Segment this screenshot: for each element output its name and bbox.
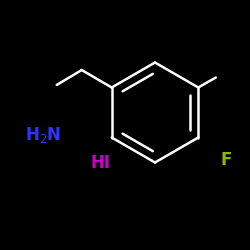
Text: F: F [220,151,232,169]
Text: HI: HI [90,154,110,172]
Text: H$_2$N: H$_2$N [25,125,62,145]
